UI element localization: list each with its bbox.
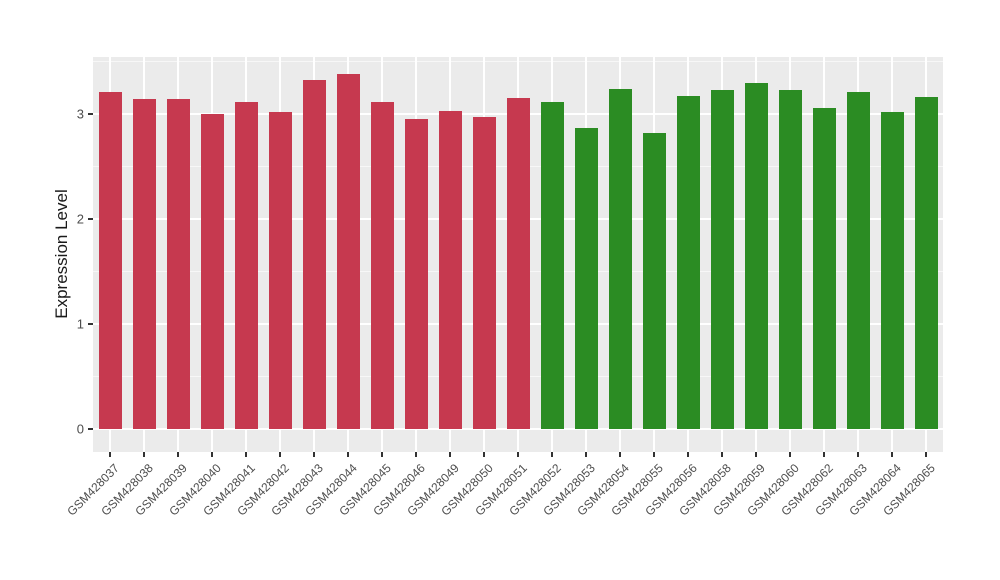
x-tick-mark	[653, 452, 655, 457]
bar-GSM428045	[370, 102, 394, 429]
x-tick-mark	[109, 452, 111, 457]
bar-GSM428063	[846, 91, 870, 429]
bar-GSM428042	[268, 111, 292, 429]
y-tick-label: 2	[76, 211, 84, 227]
x-tick-mark	[381, 452, 383, 457]
bar-GSM428046	[404, 119, 428, 429]
bar-GSM428050	[472, 117, 496, 429]
x-tick-mark	[721, 452, 723, 457]
y-tick-mark	[88, 113, 93, 115]
y-tick-mark	[88, 218, 93, 220]
x-tick-mark	[279, 452, 281, 457]
bar-GSM428054	[608, 88, 632, 429]
plot-panel	[93, 57, 943, 452]
x-tick-mark	[483, 452, 485, 457]
y-tick-label: 1	[76, 316, 84, 332]
bar-GSM428040	[200, 114, 224, 429]
x-tick-mark	[347, 452, 349, 457]
bar-GSM428044	[336, 74, 360, 429]
x-tick-mark	[415, 452, 417, 457]
bar-GSM428049	[438, 110, 462, 429]
x-tick-mark	[687, 452, 689, 457]
bar-GSM428037	[98, 91, 122, 429]
x-tick-mark	[891, 452, 893, 457]
y-tick-mark	[88, 323, 93, 325]
bar-GSM428062	[812, 107, 836, 429]
x-tick-mark	[925, 452, 927, 457]
y-tick-label: 3	[76, 106, 84, 122]
gridline-minor	[93, 61, 943, 62]
x-tick-mark	[245, 452, 247, 457]
x-tick-mark	[177, 452, 179, 457]
y-tick-mark	[88, 428, 93, 430]
bar-GSM428052	[540, 102, 564, 429]
bar-GSM428065	[914, 97, 938, 429]
bar-GSM428053	[574, 127, 598, 429]
x-tick-mark	[517, 452, 519, 457]
x-tick-mark	[823, 452, 825, 457]
bar-GSM428038	[132, 99, 156, 429]
bar-GSM428059	[744, 82, 768, 429]
bar-GSM428055	[642, 132, 666, 429]
bar-GSM428064	[880, 111, 904, 429]
x-tick-mark	[211, 452, 213, 457]
bar-GSM428041	[234, 102, 258, 429]
x-tick-mark	[585, 452, 587, 457]
bar-GSM428039	[166, 99, 190, 429]
bar-GSM428051	[506, 98, 530, 429]
x-tick-mark	[857, 452, 859, 457]
x-tick-mark	[789, 452, 791, 457]
bar-GSM428043	[302, 80, 326, 429]
x-tick-mark	[143, 452, 145, 457]
bar-GSM428060	[778, 89, 802, 429]
x-tick-mark	[755, 452, 757, 457]
bar-GSM428058	[710, 89, 734, 429]
x-tick-mark	[313, 452, 315, 457]
y-axis-title: Expression Level	[52, 189, 71, 319]
x-tick-mark	[619, 452, 621, 457]
x-tick-mark	[551, 452, 553, 457]
x-tick-mark	[449, 452, 451, 457]
y-tick-label: 0	[76, 421, 84, 437]
bar-GSM428056	[676, 96, 700, 429]
